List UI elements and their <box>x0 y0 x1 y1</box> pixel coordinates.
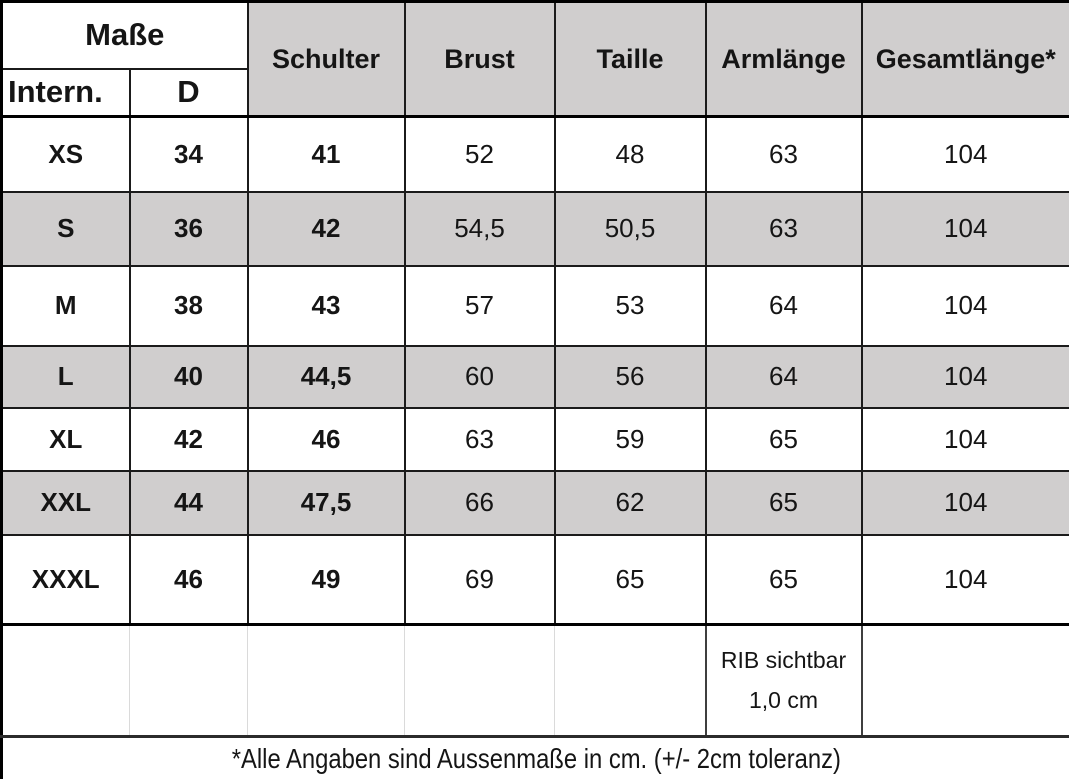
corner-header-masse: Maße <box>0 0 249 70</box>
schulter-cell: 43 <box>246 264 406 347</box>
brust-cell: 52 <box>403 115 556 193</box>
brust-cell: 54,5 <box>403 190 556 267</box>
schulter-cell: 41 <box>246 115 406 193</box>
armlaenge-cell: 63 <box>704 190 863 267</box>
schulter-cell: 44,5 <box>246 344 406 409</box>
empty-cell <box>1 623 130 737</box>
footnote-text: *Alle Angaben sind Aussenmaße in cm. (+/… <box>231 742 841 774</box>
d-cell: 40 <box>128 344 249 409</box>
size-label-cell: L <box>0 344 131 409</box>
table-row-s: S 36 42 54,5 50,5 63 104 <box>0 190 1069 267</box>
column-header-brust: Brust <box>403 0 556 118</box>
gesamtlaenge-cell: 104 <box>860 264 1069 347</box>
d-cell: 34 <box>128 115 249 193</box>
brust-cell: 57 <box>403 264 556 347</box>
empty-cell <box>861 623 1069 737</box>
empty-cell <box>247 623 405 737</box>
size-label-cell: XS <box>0 115 131 193</box>
column-header-armlaenge: Armlänge <box>704 0 863 118</box>
brust-cell: 66 <box>403 469 556 536</box>
empty-cell <box>129 623 248 737</box>
note-row: RIB sichtbar 1,0 cm <box>1 623 1069 737</box>
taille-cell: 53 <box>553 264 707 347</box>
gesamtlaenge-cell: 104 <box>860 469 1069 536</box>
taille-cell: 56 <box>553 344 707 409</box>
header-row-sub: Intern. D <box>0 67 1069 118</box>
armlaenge-cell: 64 <box>704 344 863 409</box>
taille-cell: 48 <box>553 115 707 193</box>
taille-cell: 50,5 <box>553 190 707 267</box>
table-row-xxl: XXL 44 47,5 66 62 65 104 <box>0 469 1069 536</box>
size-label-cell: M <box>0 264 131 347</box>
brust-cell: 69 <box>403 533 556 626</box>
column-header-intern: Intern. <box>0 67 131 118</box>
table-row-m: M 38 43 57 53 64 104 <box>0 264 1069 347</box>
armlaenge-cell: 65 <box>704 533 863 626</box>
rib-note-line2: 1,0 cm <box>748 686 819 713</box>
brust-cell: 63 <box>403 406 556 472</box>
size-label-cell: XXL <box>0 469 131 536</box>
taille-cell: 59 <box>553 406 707 472</box>
footnote-cell: *Alle Angaben sind Aussenmaße in cm. (+/… <box>1 735 1069 779</box>
armlaenge-cell: 65 <box>704 469 863 536</box>
column-header-taille: Taille <box>553 0 707 118</box>
schulter-cell: 49 <box>246 533 406 626</box>
table-row-xs: XS 34 41 52 48 63 104 <box>0 115 1069 193</box>
column-header-d: D <box>128 67 249 118</box>
schulter-cell: 42 <box>246 190 406 267</box>
armlaenge-cell: 63 <box>704 115 863 193</box>
header-row-top: Maße Schulter Brust Taille Armlänge Gesa… <box>0 0 1069 118</box>
gesamtlaenge-cell: 104 <box>860 406 1069 472</box>
d-cell: 38 <box>128 264 249 347</box>
schulter-cell: 47,5 <box>246 469 406 536</box>
footnote-row: *Alle Angaben sind Aussenmaße in cm. (+/… <box>1 735 1069 779</box>
column-header-gesamtlaenge: Gesamtlänge* <box>860 0 1069 118</box>
column-header-schulter: Schulter <box>246 0 406 118</box>
gesamtlaenge-cell: 104 <box>860 344 1069 409</box>
gesamtlaenge-cell: 104 <box>860 190 1069 267</box>
armlaenge-cell: 65 <box>704 406 863 472</box>
empty-cell <box>554 623 706 737</box>
armlaenge-cell: 64 <box>704 264 863 347</box>
gesamtlaenge-cell: 104 <box>860 533 1069 626</box>
d-cell: 46 <box>128 533 249 626</box>
d-cell: 36 <box>128 190 249 267</box>
d-cell: 44 <box>128 469 249 536</box>
size-label-cell: S <box>0 190 131 267</box>
rib-note-cell: RIB sichtbar 1,0 cm <box>704 623 863 737</box>
taille-cell: 62 <box>553 469 707 536</box>
taille-cell: 65 <box>553 533 707 626</box>
brust-cell: 60 <box>403 344 556 409</box>
table-row-xxxl: XXXL 46 49 69 65 65 104 <box>0 533 1069 626</box>
table-row-l: L 40 44,5 60 56 64 104 <box>0 344 1069 409</box>
rib-note-line1: RIB sichtbar <box>720 647 847 674</box>
size-label-cell: XL <box>0 406 131 472</box>
gesamtlaenge-cell: 104 <box>860 115 1069 193</box>
size-label-cell: XXXL <box>0 533 131 626</box>
schulter-cell: 46 <box>246 406 406 472</box>
table-row-xl: XL 42 46 63 59 65 104 <box>0 406 1069 472</box>
d-cell: 42 <box>128 406 249 472</box>
empty-cell <box>404 623 555 737</box>
